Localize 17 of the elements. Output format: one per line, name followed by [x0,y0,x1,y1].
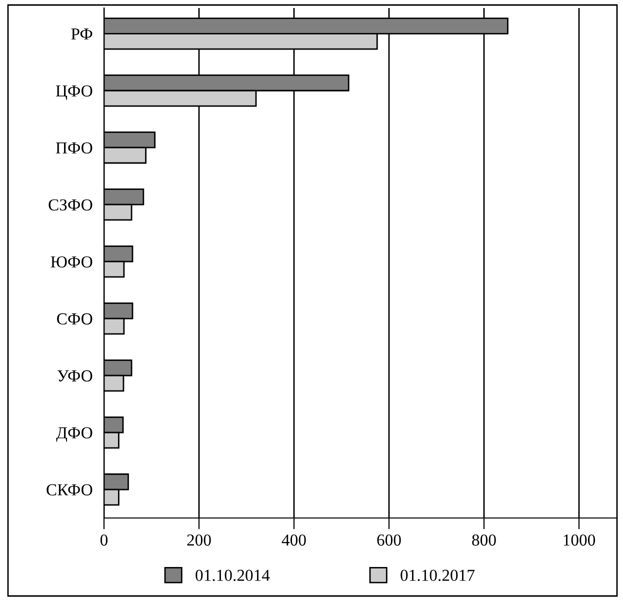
legend-label: 01.10.2014 [196,570,270,582]
x-tick-label: 200 [187,534,211,546]
y-tick-label: УФО [57,370,92,382]
y-tick-label: СФО [57,313,92,325]
x-tick-label: 1000 [564,534,596,546]
y-tick-label: СЗФО [48,199,92,211]
x-tick-label: 400 [282,534,306,546]
y-tick-label: ЦФО [56,85,92,100]
y-tick-label: ЮФО [50,256,92,268]
x-tick-label: 0 [100,534,108,546]
y-tick-label: ДФО [56,427,92,442]
y-tick-label: СКФО [46,484,92,496]
legend-label: 01.10.2017 [400,570,475,582]
y-tick-label: ПФО [56,142,92,154]
x-tick-label: 600 [377,534,401,546]
y-tick-label: РФ [71,28,92,40]
x-tick-label: 800 [472,534,496,546]
